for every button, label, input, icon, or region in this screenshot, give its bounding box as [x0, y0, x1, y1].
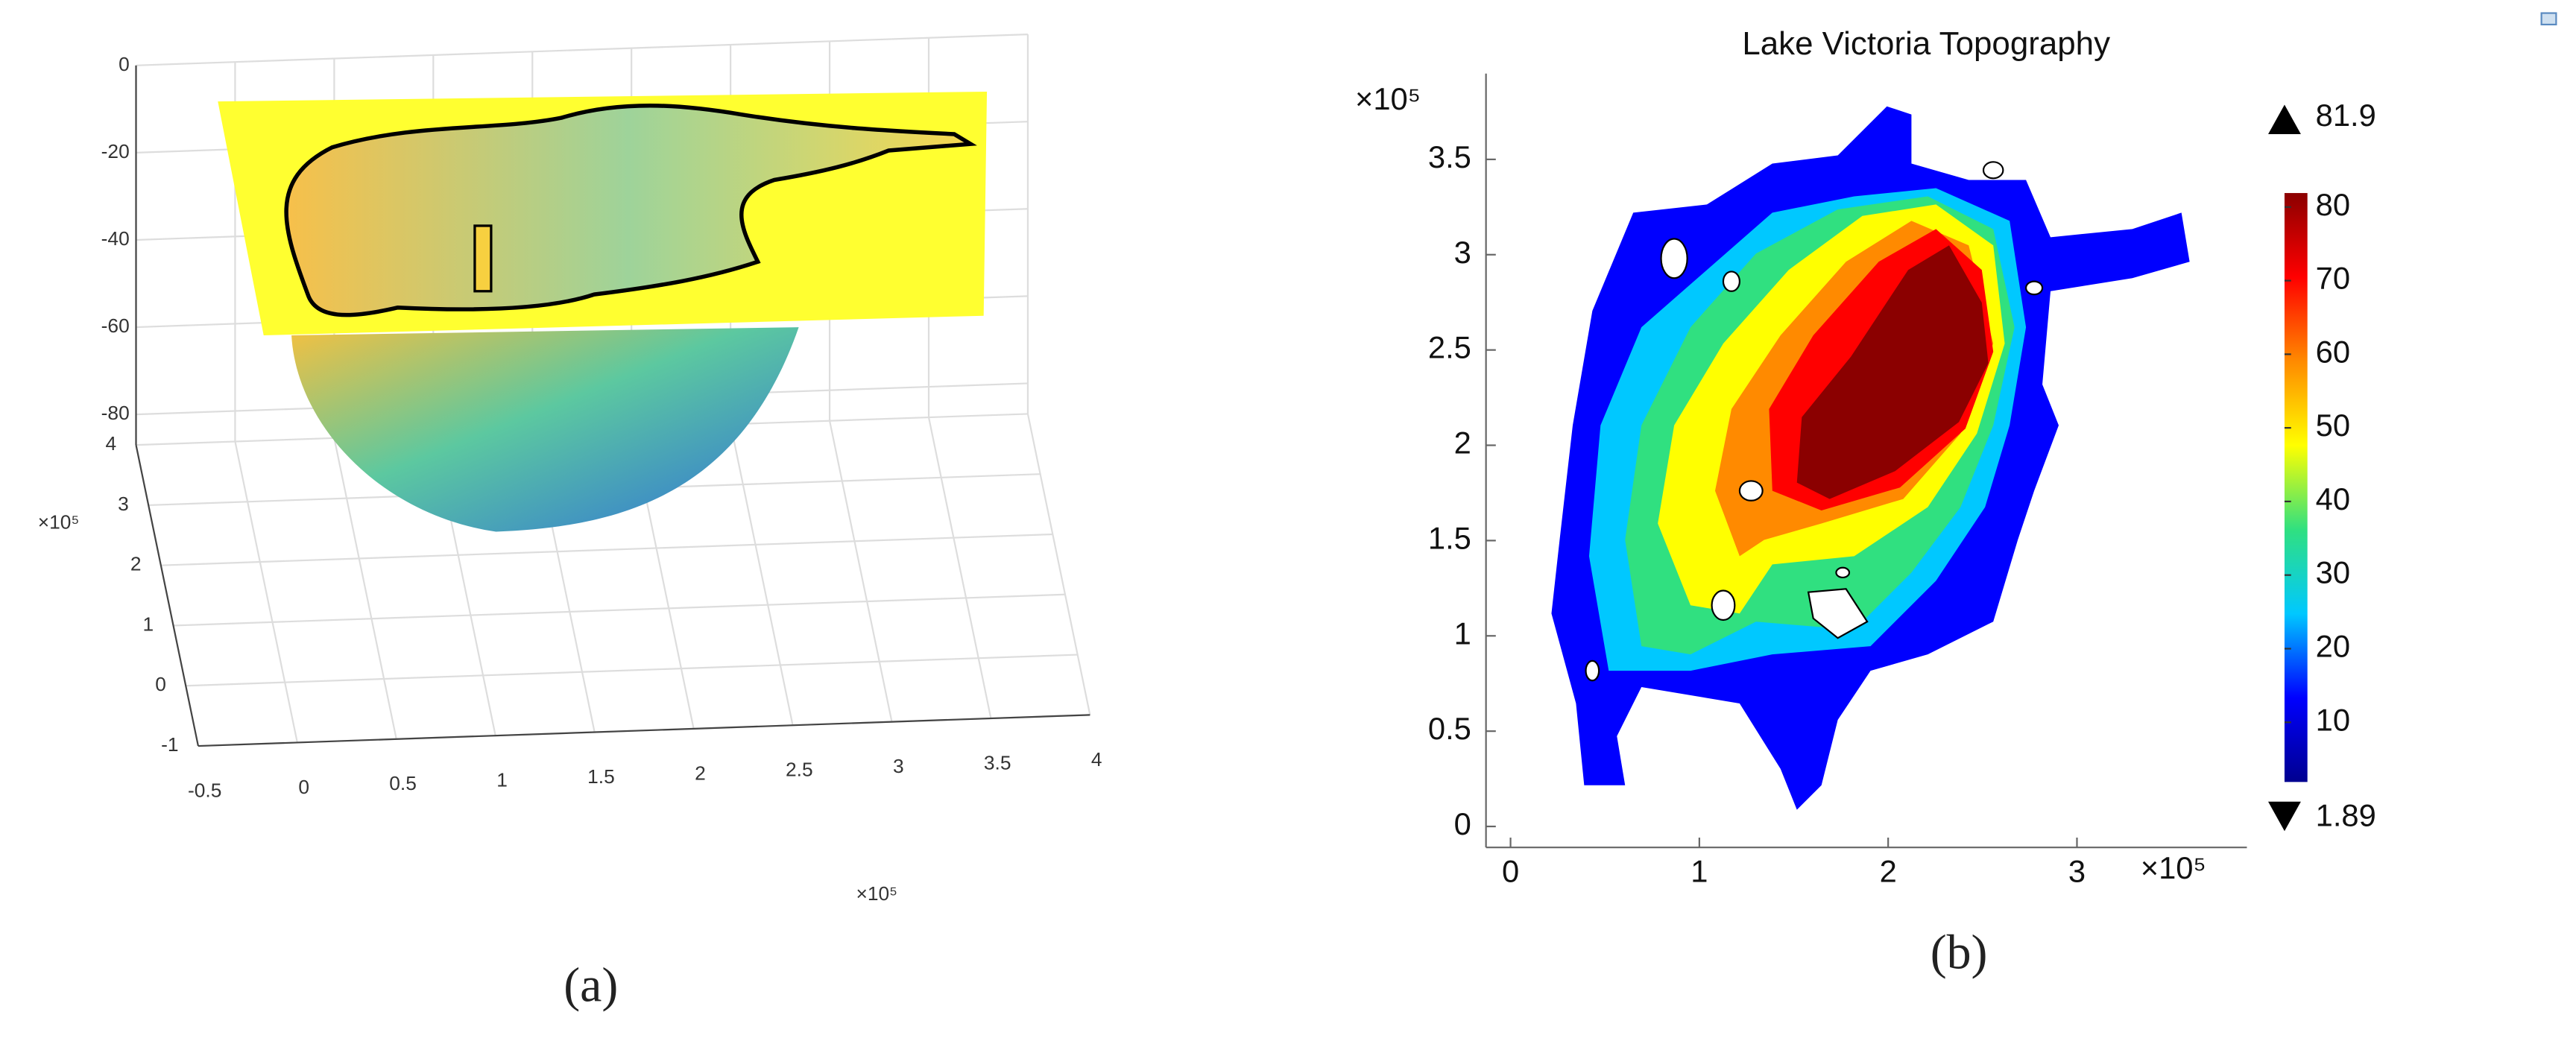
icon — [2540, 12, 2557, 26]
y-tick-label: 0 — [155, 673, 166, 695]
y-multiplier: ×10⁵ — [38, 510, 80, 533]
max-marker — [2267, 104, 2301, 135]
z-tick-label: 0 — [119, 53, 130, 75]
island — [1722, 271, 1741, 292]
axis — [198, 714, 1090, 747]
panel-label: (a) — [564, 958, 618, 1012]
x-tick-label: 2 — [1880, 853, 1897, 888]
y-tick-label: 2 — [1454, 426, 1471, 461]
panel-a: (a) ×10⁵ ×10⁵ -0.5 0 0.5 1 1.5 2 2.5 3 3.5 4 -1 0 1 2… — [38, 34, 1102, 1012]
island — [1660, 238, 1688, 279]
grid-line — [828, 420, 893, 722]
y-tick-label: 4 — [106, 432, 117, 455]
colorbar-tick-label: 20 — [2316, 628, 2350, 663]
colorbar-tick-label: 40 — [2316, 481, 2350, 516]
y-tick-label: 3.5 — [1428, 139, 1471, 174]
colorbar-tick-label: 30 — [2316, 555, 2350, 590]
island — [1835, 566, 1851, 579]
y-tick-label: 3 — [118, 493, 129, 515]
grid-line — [927, 417, 992, 719]
y-tick-label: 3 — [1454, 235, 1471, 270]
y-tick-label: 2.5 — [1428, 330, 1471, 365]
panel-label: (b) — [1931, 925, 1988, 979]
x-multiplier: ×10⁵ — [2141, 850, 2206, 885]
max-label: 81.9 — [2316, 98, 2376, 133]
x-tick-label: 3 — [893, 755, 904, 777]
depth-zone — [1796, 245, 1989, 499]
island — [1807, 588, 1869, 639]
y-tick-label: 0 — [1454, 806, 1471, 841]
z-tick-label: -80 — [101, 402, 130, 424]
x-tick-label: 1 — [1690, 853, 1708, 888]
x-tick-label: -0.5 — [188, 779, 221, 801]
grid-line — [1026, 414, 1091, 715]
x-tick-label: 2.5 — [786, 759, 813, 781]
x-tick-label: 0.5 — [389, 772, 417, 794]
grid-line — [136, 34, 1028, 66]
y-multiplier: ×10⁵ — [1355, 81, 1421, 116]
colorbar-tick-label: 80 — [2316, 187, 2350, 222]
x-tick-label: 1 — [496, 769, 508, 791]
grid-line — [234, 441, 298, 743]
y-tick-label: 1 — [1454, 616, 1471, 651]
x-multiplier: ×10⁵ — [856, 882, 897, 905]
grid-line — [160, 533, 1053, 566]
grid-line — [730, 424, 794, 726]
colorbar-tick-label: 70 — [2316, 261, 2350, 296]
grid-line — [333, 437, 397, 740]
chart-title: Lake Victoria Topography — [1742, 25, 2110, 62]
x-tick-label: 2 — [695, 762, 706, 784]
colorbar-tick-label: 50 — [2316, 408, 2350, 443]
island — [1738, 480, 1764, 502]
colorbar-tick-label: 60 — [2316, 334, 2350, 369]
lake-map — [1551, 106, 2190, 810]
x-tick-label: 0 — [298, 776, 309, 798]
surface-bowl — [291, 327, 799, 532]
island — [473, 224, 493, 293]
y-tick-label: 1 — [143, 613, 154, 635]
x-tick-label: 1.5 — [587, 765, 615, 788]
z-tick-label: -20 — [101, 140, 130, 162]
panel-b: Lake Victoria Topography ×10⁵ — [1355, 25, 2376, 979]
axis — [135, 444, 199, 747]
x-tick-label: 4 — [1091, 748, 1102, 771]
grid-line — [173, 593, 1066, 627]
y-tick-label: 2 — [130, 553, 142, 575]
z-tick-label: -40 — [101, 227, 130, 250]
z-tick-label: -60 — [101, 314, 130, 337]
y-tick-label: 1.5 — [1428, 520, 1471, 555]
x-tick-label: 0 — [1502, 853, 1519, 888]
island — [1982, 161, 2004, 180]
min-label: 1.89 — [2316, 798, 2376, 833]
island — [1711, 589, 1736, 621]
island — [2024, 280, 2044, 296]
island — [1585, 659, 1600, 682]
colorbar — [2284, 193, 2308, 782]
lake-outline — [284, 104, 977, 317]
min-marker — [2267, 801, 2301, 832]
y-tick-label: 0.5 — [1428, 711, 1471, 746]
colorbar-tick-label: 10 — [2316, 702, 2350, 737]
y-tick-label: -1 — [161, 733, 178, 756]
x-tick-label: 3.5 — [984, 751, 1011, 774]
grid-line — [186, 654, 1078, 687]
x-tick-label: 3 — [2068, 853, 2086, 888]
